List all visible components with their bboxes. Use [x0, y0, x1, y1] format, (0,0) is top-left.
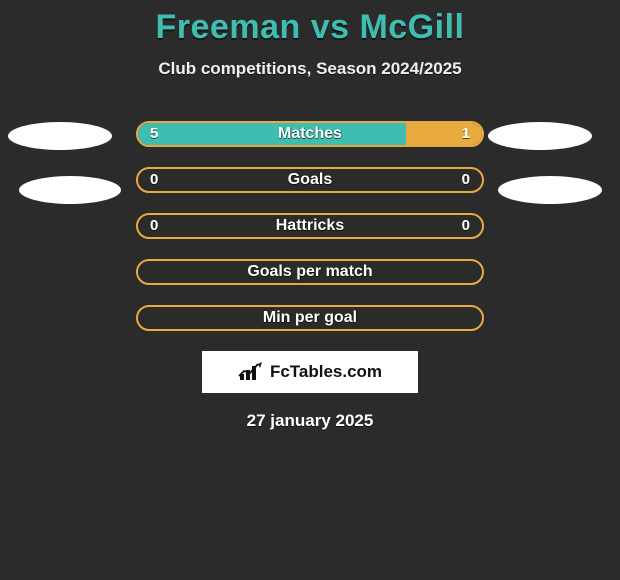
brand-box[interactable]: FcTables.com [202, 351, 418, 393]
stat-label: Goals [138, 169, 482, 191]
stat-value-left: 0 [150, 215, 158, 237]
stat-bar-track: Goals per match [136, 259, 484, 285]
stat-row: Hattricks0 0 [136, 213, 484, 239]
stat-rows-container: Matches51Goals00Hattricks00Goals per mat… [0, 121, 620, 331]
stat-value-right: 0 [462, 169, 470, 191]
stat-bar-track: Matches5 1 [136, 121, 484, 147]
page-subtitle: Club competitions, Season 2024/2025 [0, 59, 620, 79]
club-logo-left-top [8, 122, 112, 150]
brand-chart-icon [238, 362, 264, 382]
page-title: Freeman vs McGill [0, 0, 620, 47]
stat-value-right: 0 [462, 215, 470, 237]
stat-row: Min per goal [136, 305, 484, 331]
stat-bar-track: Hattricks0 0 [136, 213, 484, 239]
brand-text: FcTables.com [270, 362, 382, 382]
stat-bar-track: Min per goal [136, 305, 484, 331]
stat-value-left: 0 [150, 169, 158, 191]
stat-label: Matches [138, 123, 482, 145]
stat-bar-track: Goals0 0 [136, 167, 484, 193]
date-line: 27 january 2025 [0, 411, 620, 431]
club-logo-left-mid [19, 176, 121, 204]
stat-label: Min per goal [138, 307, 482, 329]
stat-label: Hattricks [138, 215, 482, 237]
club-logo-right-mid [498, 176, 602, 204]
club-logo-right-top [488, 122, 592, 150]
stat-row: Goals0 0 [136, 167, 484, 193]
stat-value-right: 1 [462, 123, 470, 145]
stat-label: Goals per match [138, 261, 482, 283]
stat-row: Goals per match [136, 259, 484, 285]
stat-row: Matches5 1 [136, 121, 484, 147]
stat-value-left: 5 [150, 123, 158, 145]
